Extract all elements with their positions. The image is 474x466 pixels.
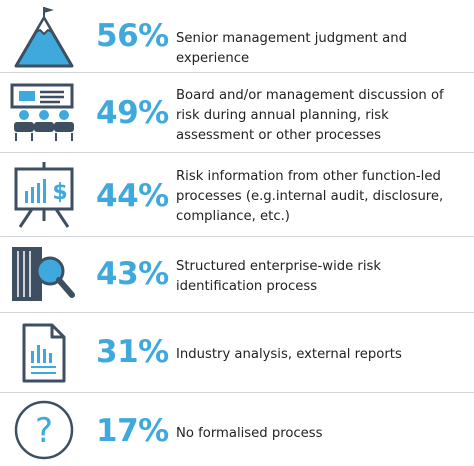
percentage: 43% bbox=[96, 256, 169, 292]
divider bbox=[0, 72, 474, 73]
mountain-flag-icon bbox=[10, 4, 80, 72]
percentage: 31% bbox=[96, 334, 169, 370]
magnifier-document-icon bbox=[10, 245, 80, 305]
meeting-presentation-icon bbox=[10, 83, 80, 143]
list-item: $ 44% Risk information from other functi… bbox=[0, 153, 474, 235]
description: Board and/or management discussion of ri… bbox=[176, 88, 444, 143]
divider bbox=[0, 152, 474, 153]
list-item: 49% Board and/or management discussion o… bbox=[0, 73, 474, 151]
percentage: 49% bbox=[96, 95, 169, 131]
svg-text:?: ? bbox=[35, 411, 53, 451]
description: Structured enterprise-wide risk identifi… bbox=[176, 259, 382, 294]
percentage: 56% bbox=[96, 18, 169, 54]
percentage: 17% bbox=[96, 413, 169, 449]
list-item: ? 17% No formalised process bbox=[0, 393, 474, 466]
divider bbox=[0, 312, 474, 313]
description: No formalised process bbox=[176, 426, 323, 441]
question-circle-icon: ? bbox=[10, 399, 80, 461]
description: Senior management judgment and experienc… bbox=[176, 31, 407, 66]
list-item: 43% Structured enterprise-wide risk iden… bbox=[0, 237, 474, 313]
list-item: 56% Senior management judgment and exper… bbox=[0, 0, 474, 76]
easel-chart-icon: $ bbox=[10, 161, 80, 229]
percentage: 44% bbox=[96, 178, 169, 214]
description: Industry analysis, external reports bbox=[176, 347, 402, 362]
svg-text:$: $ bbox=[52, 180, 67, 205]
divider bbox=[0, 236, 474, 237]
list-item: 31% Industry analysis, external reports bbox=[0, 313, 474, 391]
report-document-icon bbox=[10, 323, 80, 383]
divider bbox=[0, 392, 474, 393]
description: Risk information from other function-led… bbox=[176, 169, 444, 224]
